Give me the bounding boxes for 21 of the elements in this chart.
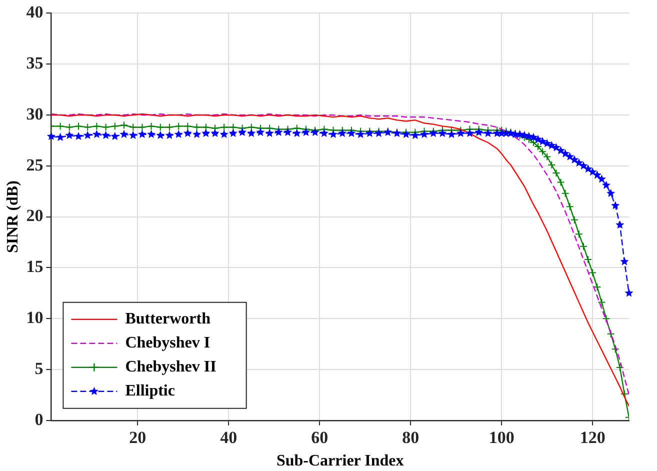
legend-label: Butterworth (125, 310, 211, 328)
y-tick-label: 30 (26, 104, 44, 124)
y-tick-label: 5 (34, 358, 44, 378)
legend-label: Chebyshev II (125, 358, 216, 376)
y-tick-label: 25 (26, 155, 44, 174)
x-tick-label: 20 (129, 428, 146, 447)
legend-label: Elliptic (125, 382, 175, 400)
x-tick-label: 60 (311, 428, 328, 447)
x-tick-label: 120 (580, 428, 606, 447)
legend-label: Chebyshev I (125, 334, 210, 352)
y-tick-label: 40 (26, 2, 44, 22)
y-tick-label: 0 (34, 410, 44, 429)
y-tick-label: 15 (26, 257, 44, 276)
y-axis-title: SINR (dB) (4, 180, 22, 254)
x-tick-label: 80 (402, 428, 420, 447)
y-tick-label: 10 (26, 308, 44, 327)
x-tick-label: 100 (488, 428, 514, 447)
y-tick-label: 20 (26, 206, 44, 226)
x-axis-title: Sub-Carrier Index (276, 452, 404, 470)
x-tick-label: 40 (220, 428, 238, 447)
y-tick-label: 35 (26, 53, 44, 72)
